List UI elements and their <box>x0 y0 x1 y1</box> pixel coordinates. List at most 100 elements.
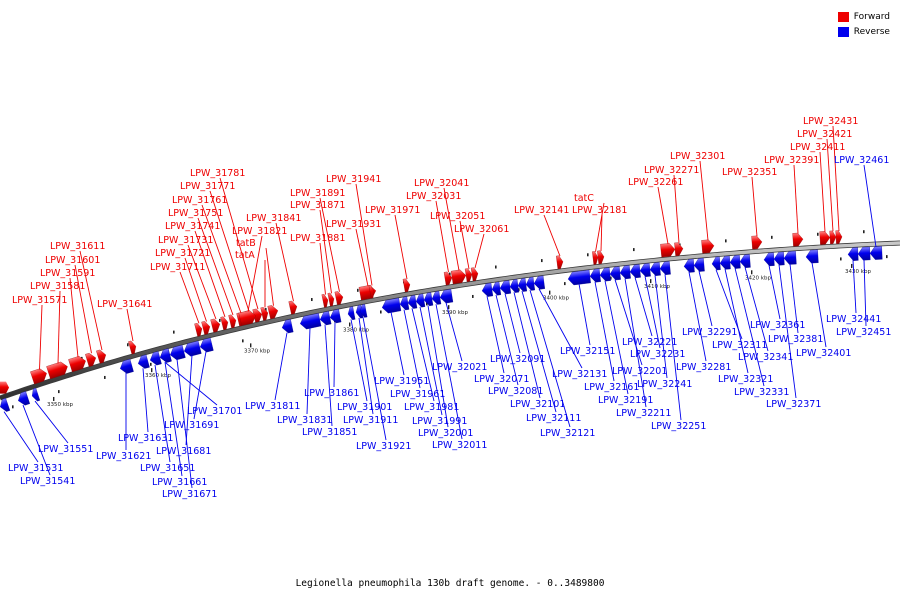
gene-label-forward: LPW_31941 <box>326 174 381 185</box>
gene-reverse-47 <box>739 254 751 268</box>
gene-label-reverse: LPW_32281 <box>676 362 731 373</box>
gene-forward-16 <box>267 305 279 320</box>
track-tick <box>518 288 520 292</box>
gene-label-forward: LPW_31711 <box>150 262 205 273</box>
gene-forward-7 <box>194 323 203 337</box>
gene-label-forward: LPW_32431 <box>803 116 858 127</box>
gene-label-forward: LPW_31731 <box>158 235 213 246</box>
gene-forward-15 <box>260 307 269 321</box>
gene-reverse-30 <box>517 278 528 292</box>
gene-label-forward: LPW_31591 <box>40 268 95 279</box>
gene-label-forward: tatB <box>236 238 256 249</box>
leader-line-forward <box>394 214 408 280</box>
gene-forward-11 <box>228 314 237 329</box>
gene-forward-34 <box>701 239 715 254</box>
gene-reverse-46 <box>729 255 741 269</box>
gene-forward-38 <box>829 230 837 245</box>
track-tick <box>472 294 474 298</box>
gene-label-reverse: LPW_32321 <box>718 374 773 385</box>
leader-line-reverse <box>529 289 571 428</box>
ruler-tick <box>349 322 351 327</box>
leader-line-forward <box>39 304 43 370</box>
ruler-label: 3430 kbp <box>845 269 871 275</box>
gene-label-reverse: LPW_32091 <box>490 354 545 365</box>
track-tick <box>863 230 865 234</box>
leader-line-reverse <box>358 317 374 415</box>
gene-forward-26 <box>450 269 467 285</box>
gene-label-reverse: LPW_32071 <box>474 374 529 385</box>
leader-line-reverse <box>624 278 647 408</box>
gene-label-forward: LPW_32061 <box>454 224 509 235</box>
gene-label-reverse: LPW_31911 <box>343 415 398 426</box>
track-tick <box>173 330 175 334</box>
track-tick <box>495 265 497 269</box>
gene-label-reverse: LPW_32211 <box>616 408 671 419</box>
leader-line-forward <box>595 202 605 252</box>
gene-reverse-29 <box>509 279 520 293</box>
gene-forward-29 <box>556 255 564 270</box>
gene-forward-9 <box>210 318 221 333</box>
leader-line-forward <box>184 257 207 322</box>
gene-reverse-6 <box>149 351 162 366</box>
gene-label-forward: LPW_32031 <box>406 191 461 202</box>
leader-line-reverse <box>654 275 668 379</box>
track-tick <box>541 259 543 263</box>
gene-label-forward: LPW_31841 <box>246 213 301 224</box>
gene-forward-36 <box>792 232 804 247</box>
gene-label-reverse: LPW_32001 <box>418 428 473 439</box>
leader-line-reverse <box>863 164 877 248</box>
gene-forward-18 <box>288 300 298 315</box>
leader-line-reverse <box>698 271 713 327</box>
gene-reverse-5 <box>138 354 150 369</box>
leader-line-forward <box>319 242 326 295</box>
ruler-label: 3370 kbp <box>244 348 270 354</box>
leader-line-reverse <box>154 364 171 463</box>
gene-label-forward: LPW_32351 <box>722 167 777 178</box>
gene-forward-10 <box>220 316 229 331</box>
gene-label-reverse: LPW_32111 <box>526 413 581 424</box>
gene-forward-3 <box>68 356 86 373</box>
gene-label-reverse: LPW_32231 <box>630 349 685 360</box>
gene-reverse-1 <box>0 397 11 412</box>
gene-reverse-2 <box>18 391 31 406</box>
legend-item-forward: Forward <box>837 9 890 24</box>
track-tick <box>357 288 359 292</box>
gene-reverse-25 <box>439 289 454 304</box>
gene-reverse-31 <box>525 276 536 291</box>
leader-line-reverse <box>193 351 207 420</box>
gene-reverse-45 <box>719 255 731 270</box>
legend-label-forward: Forward <box>853 11 890 22</box>
gene-label-forward: LPW_32051 <box>430 211 485 222</box>
gene-forward-14 <box>252 308 263 323</box>
track-tick <box>449 272 451 276</box>
gene-label-reverse: LPW_32081 <box>488 386 543 397</box>
leader-line-reverse <box>333 322 336 388</box>
gene-label-reverse: LPW_31661 <box>152 477 207 488</box>
leader-line-forward <box>79 250 103 351</box>
leader-line-forward <box>355 228 369 287</box>
gene-reverse-19 <box>381 297 402 314</box>
gene-reverse-42 <box>683 258 695 273</box>
leader-line-forward <box>474 233 485 269</box>
gene-label-reverse: LPW_31981 <box>404 402 459 413</box>
track-tick <box>127 343 129 347</box>
ruler-tick <box>53 396 55 401</box>
leader-line-reverse <box>34 400 69 444</box>
leader-line-reverse <box>789 263 799 334</box>
gene-label-reverse: LPW_32341 <box>738 352 793 363</box>
gene-reverse-37 <box>619 265 631 280</box>
leader-line-forward <box>751 176 758 237</box>
track-tick <box>817 232 819 236</box>
gene-reverse-17 <box>355 304 364 319</box>
leader-line-forward <box>57 290 61 364</box>
leader-line-forward <box>319 197 340 292</box>
gene-forward-5 <box>96 349 107 364</box>
ruler-tick <box>751 270 753 275</box>
figure-caption: Legionella pneumophila 130b draft genome… <box>295 578 605 589</box>
gene-forward-33 <box>674 242 684 257</box>
gene-label-reverse: LPW_32131 <box>552 369 607 380</box>
ruler-label: 3410 kbp <box>644 284 670 290</box>
gene-label-reverse: LPW_31631 <box>118 433 173 444</box>
leader-line-reverse <box>513 292 541 399</box>
gene-label-reverse: LPW_32251 <box>651 421 706 432</box>
